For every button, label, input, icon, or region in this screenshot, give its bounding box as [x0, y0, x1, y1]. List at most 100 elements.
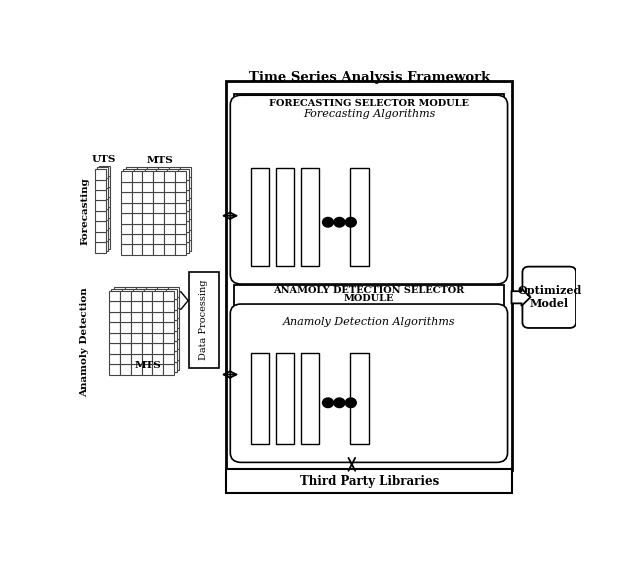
Bar [180, 240, 191, 250]
Bar [168, 318, 179, 328]
Bar [133, 289, 144, 299]
Bar [136, 167, 147, 177]
Text: Time Series Analysis Framework: Time Series Analysis Framework [248, 71, 490, 84]
Bar [143, 213, 154, 224]
Bar [122, 299, 133, 310]
Bar [132, 245, 143, 255]
Bar [125, 349, 136, 360]
Bar [143, 171, 154, 182]
Bar [157, 297, 168, 307]
Bar [95, 211, 106, 221]
Bar [152, 333, 163, 343]
Bar [134, 221, 145, 232]
Bar [301, 353, 319, 444]
Bar [111, 351, 122, 362]
Bar [152, 322, 163, 333]
Bar [122, 289, 133, 299]
Bar [166, 331, 177, 341]
Bar [131, 312, 141, 322]
Bar [158, 198, 169, 208]
Text: Forecasting: Forecasting [81, 177, 90, 245]
Bar [145, 180, 156, 190]
Bar [99, 218, 110, 228]
Bar [144, 289, 155, 299]
Bar [97, 220, 108, 230]
Text: Data Processing: Data Processing [200, 280, 209, 360]
Bar [133, 299, 144, 310]
Bar [136, 240, 147, 250]
Bar [121, 203, 132, 213]
Bar [166, 310, 177, 320]
Bar [120, 343, 131, 354]
Bar [122, 362, 133, 372]
Bar [168, 328, 179, 339]
Bar [132, 192, 143, 203]
Bar [97, 188, 108, 199]
Bar [134, 169, 145, 180]
Bar [178, 242, 189, 253]
Bar [144, 310, 155, 320]
Bar [131, 291, 141, 301]
Bar [164, 234, 175, 245]
Bar [152, 291, 163, 301]
Bar [141, 322, 152, 333]
Bar [114, 360, 125, 370]
Bar [189, 272, 219, 368]
Bar [95, 190, 106, 201]
Bar [301, 168, 319, 266]
Bar [147, 339, 157, 349]
Bar [120, 291, 131, 301]
Bar [168, 286, 179, 297]
Bar [152, 343, 163, 354]
Bar [131, 333, 141, 343]
Bar [144, 362, 155, 372]
Bar [114, 339, 125, 349]
Bar [154, 224, 164, 234]
Bar [154, 203, 164, 213]
Bar [152, 312, 163, 322]
Bar [97, 199, 108, 209]
Bar [166, 341, 177, 351]
Bar [125, 307, 136, 318]
Bar [111, 331, 122, 341]
Bar [136, 360, 147, 370]
Bar [111, 362, 122, 372]
Bar [163, 333, 174, 343]
Bar [143, 224, 154, 234]
Bar [175, 213, 186, 224]
Bar [120, 364, 131, 375]
Text: Model: Model [530, 298, 569, 309]
Bar [136, 286, 147, 297]
Bar [125, 219, 136, 229]
Bar [251, 168, 269, 266]
Bar [167, 169, 178, 180]
Bar [99, 176, 110, 186]
Bar [154, 182, 164, 192]
Bar [234, 285, 504, 459]
FancyArrow shape [511, 289, 531, 306]
Bar [169, 198, 180, 208]
Bar [156, 232, 167, 242]
Bar [156, 201, 167, 211]
Bar [158, 167, 169, 177]
Bar [155, 362, 166, 372]
Bar [123, 221, 134, 232]
Bar [144, 320, 155, 331]
Bar [121, 171, 132, 182]
Text: Third Party Libraries: Third Party Libraries [300, 475, 439, 488]
Bar [143, 245, 154, 255]
Text: Anamoly Detection: Anamoly Detection [81, 287, 90, 397]
Bar [178, 221, 189, 232]
Bar [136, 318, 147, 328]
Bar [141, 354, 152, 364]
Bar [166, 289, 177, 299]
Bar [156, 211, 167, 221]
Bar [152, 364, 163, 375]
Bar [175, 224, 186, 234]
Bar [163, 354, 174, 364]
Bar [134, 232, 145, 242]
Bar [120, 322, 131, 333]
Bar [251, 353, 269, 444]
Bar [147, 328, 157, 339]
Text: MTS: MTS [134, 361, 161, 370]
